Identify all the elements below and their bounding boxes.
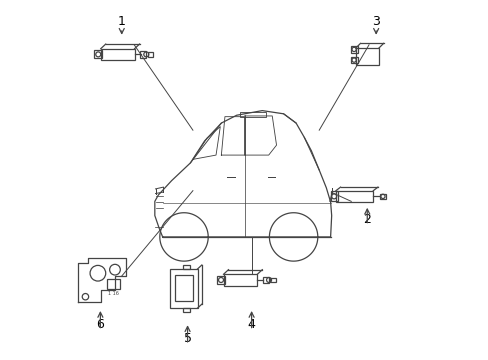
Bar [94,50,102,58]
Bar [355,48,378,65]
Bar [350,57,357,63]
Bar [147,52,153,57]
Bar [169,269,197,308]
Text: 3: 3 [371,15,379,28]
Bar [350,46,357,53]
Bar [335,191,372,202]
Bar [240,112,265,117]
Bar [270,278,275,282]
Text: 5: 5 [183,332,191,345]
Bar [182,265,190,269]
Bar [217,276,224,284]
Bar [140,51,146,58]
Bar [101,49,134,60]
Bar [182,308,190,312]
Text: 2: 2 [363,213,370,226]
Bar [262,277,268,283]
Bar [106,279,120,289]
Text: 1: 1 [118,15,125,28]
Bar [174,275,193,301]
Text: 6: 6 [96,318,104,330]
Text: 1 16: 1 16 [108,291,119,296]
Bar [223,274,257,286]
Bar [330,192,337,201]
Text: 4: 4 [247,318,255,330]
Bar [379,194,386,199]
